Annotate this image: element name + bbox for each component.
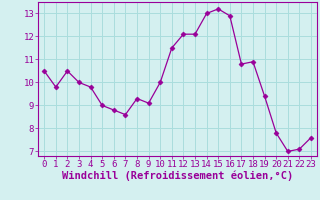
- X-axis label: Windchill (Refroidissement éolien,°C): Windchill (Refroidissement éolien,°C): [62, 171, 293, 181]
